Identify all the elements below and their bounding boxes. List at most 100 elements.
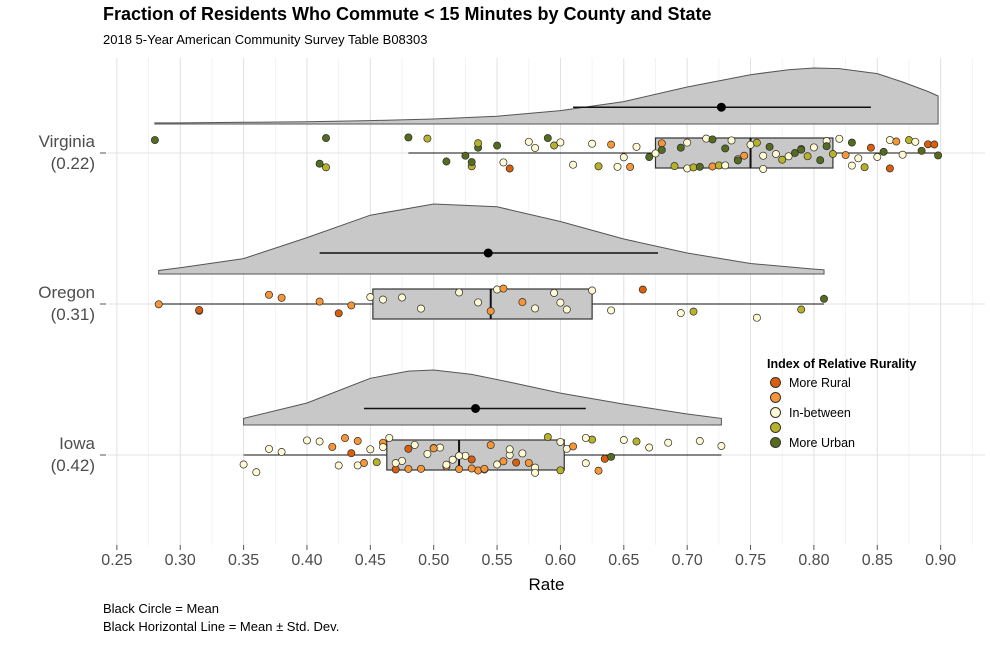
data-point-virginia-63 <box>879 147 888 156</box>
data-point-virginia-16 <box>531 143 540 152</box>
data-point-virginia-41 <box>740 151 749 160</box>
x-tick-label-0: 0.25 <box>101 552 132 569</box>
data-point-virginia-30 <box>670 162 679 171</box>
data-point-virginia-11 <box>474 139 483 148</box>
legend: Index of Relative Rurality More Rural In… <box>767 357 916 450</box>
legend-title: Index of Relative Rurality <box>767 357 917 371</box>
data-point-virginia-23 <box>607 140 616 149</box>
legend-swatch-4 <box>770 422 781 433</box>
data-point-virginia-4 <box>404 133 413 142</box>
data-point-virginia-79 <box>683 138 692 147</box>
legend-label-1: More Rural <box>789 375 851 390</box>
data-point-iowa-26 <box>455 465 464 474</box>
data-point-virginia-38 <box>721 144 730 153</box>
data-point-iowa-65 <box>442 460 451 469</box>
data-point-iowa-19 <box>410 440 419 449</box>
x-axis-label: Rate <box>529 575 565 594</box>
data-point-oregon-12 <box>455 288 464 297</box>
mean-dot-virginia <box>716 102 726 112</box>
density-cloud-oregon <box>158 203 825 275</box>
data-point-virginia-26 <box>632 142 641 151</box>
data-point-virginia-48 <box>784 152 793 161</box>
density-cloud-virginia <box>154 67 939 125</box>
density-cloud-iowa <box>243 369 722 426</box>
data-point-virginia-60 <box>860 163 869 172</box>
legend-item-5: More Urban <box>767 435 916 450</box>
data-point-virginia-62 <box>873 153 882 161</box>
data-point-iowa-47 <box>607 452 616 461</box>
data-point-virginia-34 <box>695 162 704 171</box>
data-point-iowa-9 <box>347 449 356 458</box>
data-point-iowa-28 <box>467 455 476 464</box>
data-point-oregon-21 <box>588 286 597 295</box>
data-point-virginia-3 <box>322 134 330 143</box>
data-point-oregon-7 <box>347 301 356 310</box>
axes-layer: Virginia (0.22) Oregon (0.31) Iowa (0.42) 0.25… <box>38 132 956 594</box>
data-point-oregon-4 <box>277 293 286 302</box>
data-point-virginia-56 <box>835 134 844 143</box>
data-point-oregon-18 <box>531 304 540 313</box>
y-tick-sublabel-oregon: (0.31) <box>51 305 95 324</box>
data-point-virginia-44 <box>759 164 768 173</box>
data-point-virginia-83 <box>885 164 894 173</box>
data-point-virginia-81 <box>619 153 628 162</box>
legend-label-5: More Urban <box>789 435 855 450</box>
data-point-iowa-31 <box>486 441 495 450</box>
data-point-oregon-5 <box>315 297 324 306</box>
data-point-oregon-23 <box>638 285 647 294</box>
data-point-iowa-5 <box>315 437 324 446</box>
chart-title: Fraction of Residents Who Commute < 15 M… <box>103 4 712 24</box>
data-point-iowa-11 <box>360 459 368 467</box>
data-point-iowa-57 <box>404 444 413 453</box>
data-point-iowa-61 <box>353 437 362 445</box>
data-point-oregon-28 <box>820 294 828 303</box>
data-point-oregon-22 <box>607 306 616 315</box>
data-point-virginia-68 <box>911 137 920 146</box>
x-tick-label-6: 0.55 <box>482 552 513 569</box>
data-point-virginia-31 <box>676 143 685 152</box>
data-point-oregon-16 <box>499 284 508 293</box>
data-point-oregon-10 <box>398 293 406 302</box>
data-point-iowa-58 <box>480 464 489 473</box>
mean-dot-oregon <box>483 248 493 258</box>
data-point-iowa-6 <box>328 442 337 451</box>
data-point-iowa-49 <box>632 437 641 446</box>
data-point-virginia-47 <box>778 155 787 164</box>
data-point-virginia-58 <box>847 138 856 147</box>
legend-item-3: In-between <box>767 405 916 420</box>
data-point-iowa-1 <box>252 468 261 477</box>
data-point-virginia-52 <box>809 143 818 152</box>
x-tick-label-4: 0.45 <box>355 552 386 569</box>
data-point-virginia-29 <box>657 139 666 148</box>
raincloud-chart: Virginia (0.22) Oregon (0.31) Iowa (0.42) 0.25… <box>38 58 985 594</box>
y-tick-label-oregon: Oregon <box>38 283 95 302</box>
data-point-virginia-12 <box>493 141 502 150</box>
data-point-oregon-20 <box>562 305 571 314</box>
legend-swatch-3 <box>770 407 781 418</box>
x-tick-label-11: 0.80 <box>798 552 829 569</box>
data-point-iowa-36 <box>518 449 527 458</box>
data-point-oregon-9 <box>379 295 387 304</box>
data-point-iowa-0 <box>239 460 248 469</box>
data-point-virginia-7 <box>461 151 470 160</box>
data-point-iowa-53 <box>717 442 726 450</box>
data-point-virginia-73 <box>708 135 717 144</box>
data-point-iowa-48 <box>619 436 628 444</box>
data-point-iowa-3 <box>277 448 286 456</box>
data-point-virginia-46 <box>771 150 780 158</box>
data-point-virginia-59 <box>854 154 863 163</box>
legend-item-4 <box>767 420 916 435</box>
data-point-oregon-27 <box>797 305 806 314</box>
data-point-virginia-61 <box>866 143 875 152</box>
data-point-virginia-5 <box>423 134 432 143</box>
points-layer <box>150 133 943 477</box>
data-point-iowa-18 <box>404 464 413 473</box>
data-point-iowa-37 <box>524 458 533 467</box>
data-point-virginia-75 <box>759 151 768 160</box>
data-point-virginia-71 <box>930 140 939 149</box>
data-point-oregon-24 <box>676 309 685 318</box>
data-point-virginia-2 <box>322 163 330 172</box>
data-point-iowa-35 <box>512 458 521 467</box>
data-point-virginia-80 <box>657 145 666 154</box>
data-point-iowa-55 <box>429 444 438 453</box>
